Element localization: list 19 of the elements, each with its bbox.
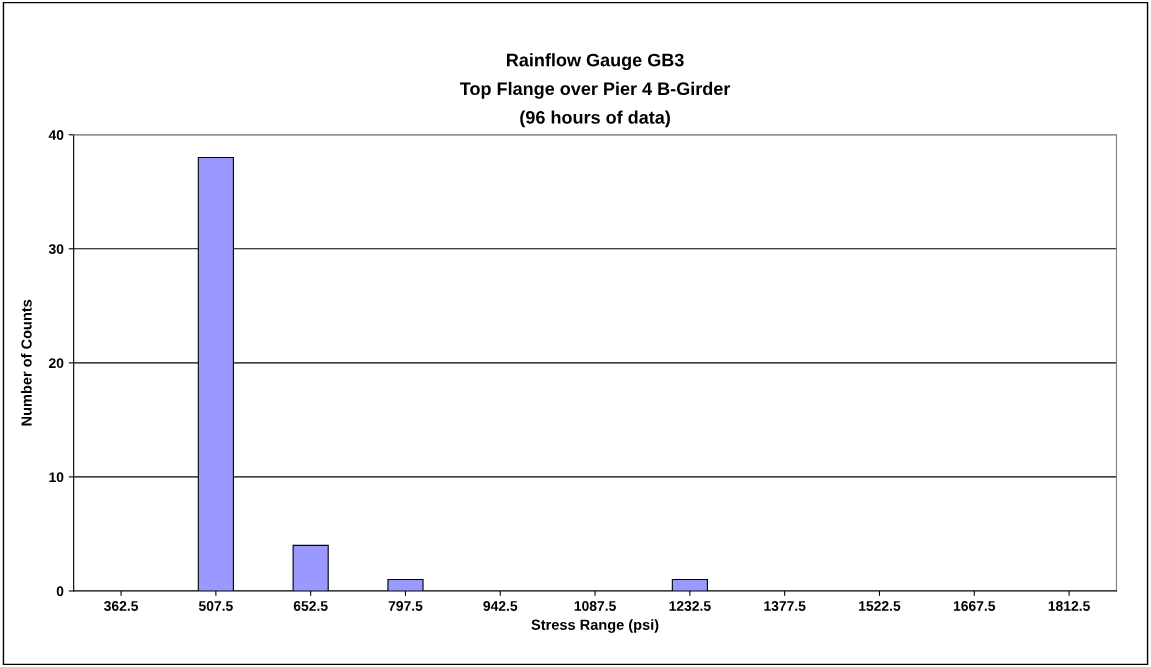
x-tick-label: 1667.5 xyxy=(953,601,996,611)
y-axis-title: Number of Counts xyxy=(21,299,32,426)
x-tick-label: 652.5 xyxy=(293,601,328,611)
y-tick-label: 40 xyxy=(48,130,64,140)
chart-title: Rainflow Gauge GB3 Top Flange over Pier 4 B-Girder (96 hours of data) xyxy=(459,53,731,128)
x-tick-label: 1232.5 xyxy=(669,601,711,611)
x-tick-label: 1522.5 xyxy=(859,601,901,611)
x-tick-label: 942.5 xyxy=(483,601,518,611)
x-tick-label: 507.5 xyxy=(198,601,233,611)
x-tick-label: 797.5 xyxy=(388,601,423,611)
x-tick-label: 1087.5 xyxy=(574,601,616,611)
y-tick-label: 0 xyxy=(56,586,64,597)
y-tick-label: 20 xyxy=(48,358,64,369)
x-axis-title: Stress Range (psi) xyxy=(531,619,659,633)
x-tick-label: 1812.5 xyxy=(1048,601,1090,611)
x-tick-label: 362.5 xyxy=(104,601,139,611)
y-tick-label: 10 xyxy=(49,472,64,483)
y-tick-label: 30 xyxy=(48,244,64,254)
x-tick-label: 1377.5 xyxy=(764,601,806,611)
